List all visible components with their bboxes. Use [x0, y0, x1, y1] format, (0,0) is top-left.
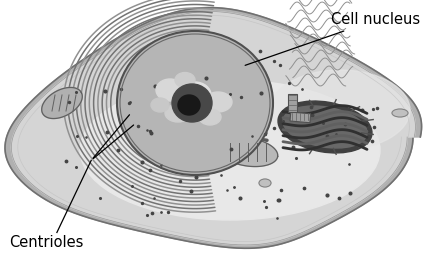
- Ellipse shape: [175, 73, 195, 87]
- Ellipse shape: [172, 84, 212, 122]
- Ellipse shape: [156, 79, 184, 101]
- Ellipse shape: [283, 106, 367, 148]
- Ellipse shape: [179, 82, 211, 108]
- Bar: [290, 112, 311, 123]
- Ellipse shape: [165, 104, 191, 122]
- Polygon shape: [5, 8, 421, 248]
- Ellipse shape: [199, 109, 221, 125]
- Ellipse shape: [204, 92, 232, 112]
- Polygon shape: [42, 87, 82, 118]
- Ellipse shape: [117, 31, 273, 175]
- Text: Cell nucleus: Cell nucleus: [245, 12, 421, 65]
- Polygon shape: [218, 138, 278, 166]
- Ellipse shape: [270, 70, 410, 150]
- Polygon shape: [12, 11, 416, 245]
- Ellipse shape: [151, 98, 169, 112]
- Bar: [288, 94, 297, 112]
- Ellipse shape: [259, 179, 271, 187]
- Text: Centrioles: Centrioles: [9, 235, 83, 250]
- Ellipse shape: [80, 80, 380, 220]
- Ellipse shape: [278, 101, 372, 153]
- Ellipse shape: [178, 95, 200, 115]
- Ellipse shape: [392, 109, 408, 117]
